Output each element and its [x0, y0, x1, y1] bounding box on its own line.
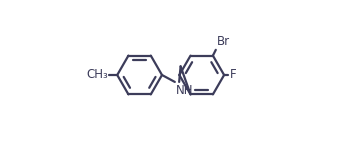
Text: CH₃: CH₃	[86, 69, 108, 81]
Text: Br: Br	[217, 35, 230, 48]
Text: F: F	[230, 69, 237, 81]
Text: NH: NH	[176, 84, 193, 97]
